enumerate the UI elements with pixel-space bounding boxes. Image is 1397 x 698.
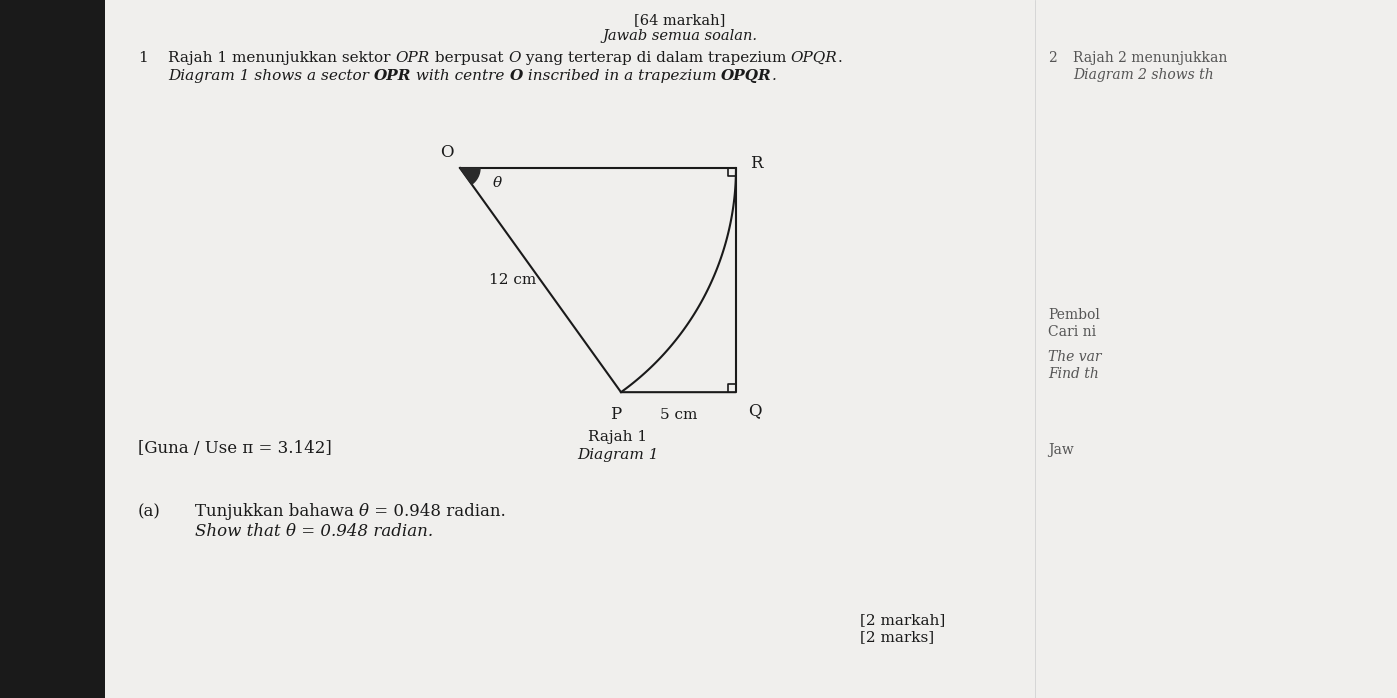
Text: .: . [837,51,842,65]
Text: OPR: OPR [374,69,411,83]
Text: The var: The var [1048,350,1101,364]
Text: θ: θ [359,503,369,520]
Text: Q: Q [747,402,761,419]
Text: yang terterap di dalam trapezium: yang terterap di dalam trapezium [521,51,791,65]
Text: berpusat: berpusat [430,51,509,65]
Text: θ: θ [493,176,502,190]
Text: O: O [510,69,522,83]
Text: [Guna / Use π = 3.142]: [Guna / Use π = 3.142] [138,440,331,457]
Text: 1: 1 [138,51,148,65]
Text: Diagram 2 shows th: Diagram 2 shows th [1073,68,1214,82]
Text: OPQR: OPQR [721,69,771,83]
Text: inscribed in a trapezium: inscribed in a trapezium [522,69,721,83]
Bar [0,0,105,698]
Text: O: O [440,144,454,161]
Text: [2 marks]: [2 marks] [861,630,935,644]
Text: R: R [750,154,763,172]
Text: (a): (a) [138,503,161,520]
Text: Find th: Find th [1048,367,1099,381]
Text: Pembol: Pembol [1048,308,1099,322]
Polygon shape [460,168,481,184]
Text: Diagram 1: Diagram 1 [577,448,659,462]
Text: OPR: OPR [395,51,430,65]
Text: O: O [509,51,521,65]
Text: .: . [771,69,777,83]
Text: = 0.948 radian.: = 0.948 radian. [369,503,506,520]
Text: Show that: Show that [196,523,286,540]
Text: Rajah 2 menunjukkan: Rajah 2 menunjukkan [1073,51,1228,65]
Text: [64 markah]: [64 markah] [634,13,725,27]
Text: Tunjukkan bahawa: Tunjukkan bahawa [196,503,359,520]
Text: Cari ni: Cari ni [1048,325,1097,339]
Text: = 0.948 radian.: = 0.948 radian. [296,523,433,540]
Text: 2: 2 [1048,51,1056,65]
Text: θ: θ [286,523,296,540]
Text: Jawab semua soalan.: Jawab semua soalan. [602,29,757,43]
Text: Rajah 1: Rajah 1 [588,430,648,444]
Text: with centre: with centre [411,69,510,83]
Text: OPQR: OPQR [791,51,837,65]
Text: Diagram 1 shows a sector: Diagram 1 shows a sector [168,69,374,83]
Text: Jaw: Jaw [1048,443,1074,457]
Text: 5 cm: 5 cm [659,408,697,422]
Text: 12 cm: 12 cm [489,273,536,287]
Text: [2 markah]: [2 markah] [861,613,946,627]
Text: Rajah 1 menunjukkan sektor: Rajah 1 menunjukkan sektor [168,51,395,65]
Text: P: P [610,406,622,423]
